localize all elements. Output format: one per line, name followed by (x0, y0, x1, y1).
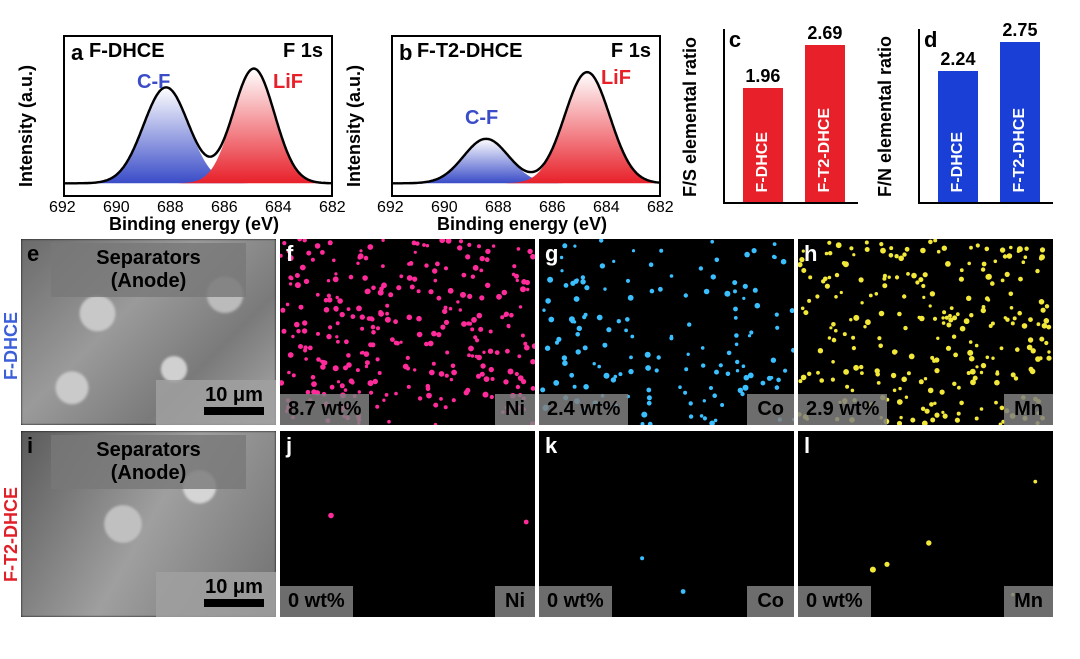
eds-cell-j: j 0 wt% Ni (280, 431, 535, 617)
xps-sample-b: F-T2-DHCE (417, 40, 523, 63)
tick: 682 (319, 199, 346, 217)
bar-ylabel-c: F/S elemental ratio (680, 37, 701, 197)
xps-panel-a: a F-DHCE F 1s C-F LiF Intensity (a.u.) B… (21, 17, 341, 232)
tick: 692 (49, 199, 76, 217)
bar-ylabel-d: F/N elemental ratio (875, 36, 896, 197)
eds-wt-g: 2.4 wt% (539, 394, 628, 425)
sep-t1: Separators (96, 247, 201, 269)
bar-inner-label: F-DHCE (754, 132, 772, 192)
eds-wt-j: 0 wt% (280, 586, 353, 617)
panel-label-l: l (804, 433, 810, 459)
tick: 692 (377, 199, 404, 217)
image-row-1: e Separators (Anode) 10 μm f 8.7 wt% Ni … (11, 237, 1069, 429)
xps-xlabel-a: Binding energy (eV) (109, 214, 279, 235)
tick: 682 (647, 199, 674, 217)
panel-label-e: e (27, 241, 39, 267)
scale-bar-i: 10 μm (204, 576, 264, 607)
eds-cell-k: k 0 wt% Co (539, 431, 794, 617)
image-row-2: i Separators (Anode) 10 μm j 0 wt% Ni k … (11, 429, 1069, 621)
tick: 690 (431, 199, 458, 217)
sep-t1-i: Separators (96, 439, 201, 461)
figure-container: a F-DHCE F 1s C-F LiF Intensity (a.u.) B… (11, 12, 1069, 632)
eds-elem-g: Co (747, 394, 794, 425)
eds-wt-l: 0 wt% (798, 586, 871, 617)
panel-label-f: f (286, 241, 293, 267)
scale-line-e (204, 407, 264, 415)
panel-label-i: i (27, 433, 33, 459)
eds-cell-g: g 2.4 wt% Co (539, 239, 794, 425)
xps-edge-b: F 1s (611, 40, 651, 63)
tick: 688 (485, 199, 512, 217)
eds-cell-h: h 2.9 wt% Mn (798, 239, 1053, 425)
top-row: a F-DHCE F 1s C-F LiF Intensity (a.u.) B… (11, 12, 1069, 237)
eds-wt-f: 8.7 wt% (280, 394, 369, 425)
panel-label-g: g (545, 241, 558, 267)
panel-label-j: j (286, 433, 292, 459)
scale-line-i (204, 599, 264, 607)
panel-label-a: a (71, 40, 83, 66)
eds-cell-l: l 0 wt% Mn (798, 431, 1053, 617)
xps-sample-a: F-DHCE (89, 40, 165, 63)
panel-label-h: h (804, 241, 817, 267)
xps-ylabel-a: Intensity (a.u.) (16, 65, 37, 187)
tick: 686 (211, 199, 238, 217)
eds-elem-l: Mn (1004, 586, 1053, 617)
panel-label-b: b (399, 40, 412, 66)
sep-t2-i: (Anode) (111, 462, 187, 484)
lif-label-b: LiF (601, 67, 631, 90)
scale-text-i: 10 μm (205, 576, 263, 599)
bar-value: 2.69 (805, 23, 845, 44)
row-label-ft2dhce: F-T2-DHCE (1, 487, 22, 582)
separator-label-i: Separators (Anode) (51, 435, 246, 489)
xps-plot-b: b F-T2-DHCE F 1s C-F LiF (391, 35, 661, 197)
tick: 684 (265, 199, 292, 217)
bar-panel-d: d F/N elemental ratio F-DHCE2.24F-T2-DHC… (872, 17, 1059, 232)
bar-inner-label: F-T2-DHCE (816, 108, 834, 192)
eds-elem-h: Mn (1004, 394, 1053, 425)
lif-label-a: LiF (273, 71, 303, 94)
bar: F-T2-DHCE2.75 (1000, 42, 1040, 202)
eds-cell-f: f 8.7 wt% Ni (280, 239, 535, 425)
xps-edge-a: F 1s (283, 40, 323, 63)
bar-panel-c: c F/S elemental ratio F-DHCE1.96F-T2-DHC… (677, 17, 864, 232)
eds-elem-k: Co (747, 586, 794, 617)
bar-plot-d: F-DHCE2.24F-T2-DHCE2.75 (918, 29, 1053, 204)
eds-wt-k: 0 wt% (539, 586, 612, 617)
tick: 688 (157, 199, 184, 217)
eds-wt-h: 2.9 wt% (798, 394, 887, 425)
bar: F-T2-DHCE2.69 (805, 45, 845, 202)
bar-inner-label: F-T2-DHCE (1011, 108, 1029, 192)
bar-plot-c: F-DHCE1.96F-T2-DHCE2.69 (723, 29, 858, 204)
separator-label-e: Separators (Anode) (51, 243, 246, 297)
sem-cell-i: i Separators (Anode) 10 μm (21, 431, 276, 617)
tick: 686 (539, 199, 566, 217)
bar-value: 1.96 (743, 66, 783, 87)
cf-label-b: C-F (465, 107, 498, 130)
xps-panel-b: b F-T2-DHCE F 1s C-F LiF Intensity (a.u.… (349, 17, 669, 232)
bar: F-DHCE2.24 (938, 71, 978, 202)
sep-t2: (Anode) (111, 270, 187, 292)
bar-value: 2.75 (1000, 20, 1040, 41)
eds-elem-j: Ni (495, 586, 535, 617)
scale-text-e: 10 μm (205, 384, 263, 407)
row-label-fdhce: F-DHCE (1, 312, 22, 380)
bar: F-DHCE1.96 (743, 88, 783, 202)
xps-ylabel-b: Intensity (a.u.) (344, 65, 365, 187)
tick: 690 (103, 199, 130, 217)
xps-plot-a: a F-DHCE F 1s C-F LiF (63, 35, 333, 197)
panel-label-k: k (545, 433, 557, 459)
cf-label-a: C-F (137, 71, 170, 94)
xps-xlabel-b: Binding energy (eV) (437, 214, 607, 235)
tick: 684 (593, 199, 620, 217)
bar-inner-label: F-DHCE (949, 132, 967, 192)
bar-value: 2.24 (938, 49, 978, 70)
eds-elem-f: Ni (495, 394, 535, 425)
sem-cell-e: e Separators (Anode) 10 μm (21, 239, 276, 425)
scale-bar-e: 10 μm (204, 384, 264, 415)
